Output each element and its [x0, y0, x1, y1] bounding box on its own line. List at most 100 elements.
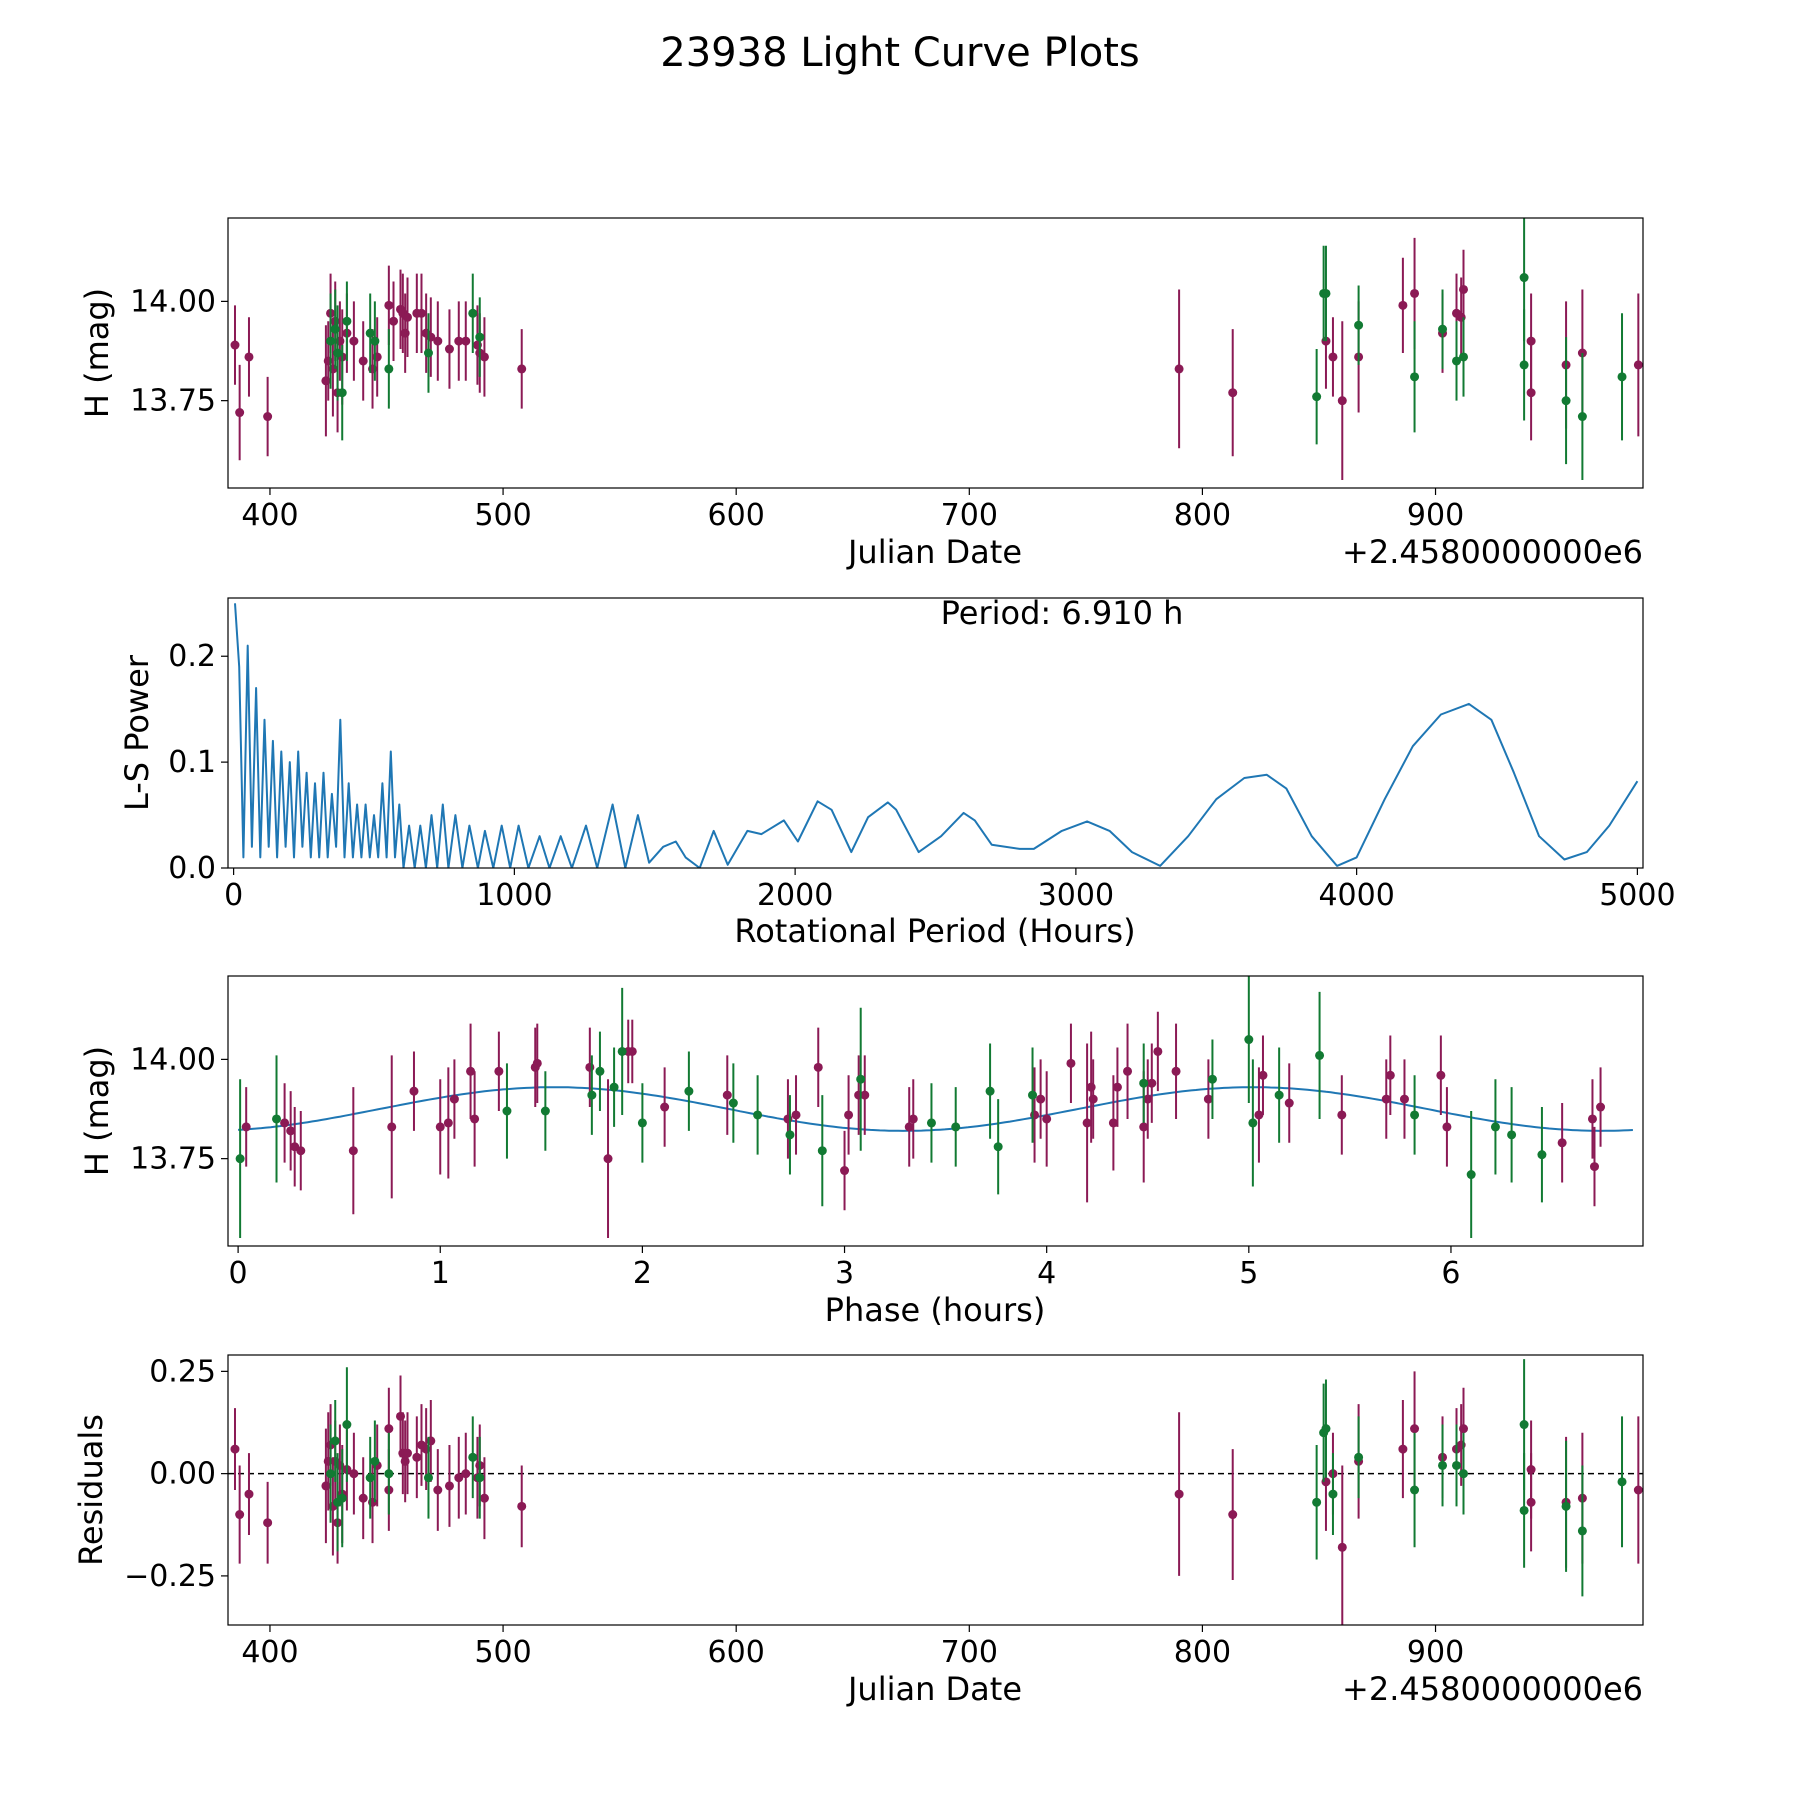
filter-2-point	[326, 336, 336, 346]
filter-1-point	[791, 1110, 801, 1120]
filter-2-point	[1561, 396, 1571, 406]
filter-1-point	[444, 1481, 454, 1491]
filter-2-point	[333, 348, 343, 358]
panel-periodogram-xlabel: Rotational Period (Hours)	[734, 912, 1135, 950]
filter-1-point	[1228, 388, 1238, 398]
filter-1-point	[722, 1090, 732, 1100]
filter-1-point	[389, 316, 399, 326]
x-tick-label: 1000	[476, 878, 552, 913]
y-tick-label: 14.00	[130, 1042, 216, 1077]
filter-1-point	[1036, 1094, 1046, 1104]
filter-2-point	[1244, 1035, 1254, 1045]
filter-1-point	[1587, 1114, 1597, 1124]
panel-residuals-xlabel: Julian Date	[846, 1670, 1022, 1708]
filter-1-point	[1410, 1424, 1420, 1434]
filter-1-point	[1284, 1098, 1294, 1108]
x-tick-label: 2000	[757, 878, 833, 913]
filter-1-point	[1526, 336, 1536, 346]
filter-2-point	[365, 328, 375, 338]
x-tick-label: 700	[941, 1635, 998, 1670]
panel-phase-fold-ylabel: H (mag)	[78, 1046, 116, 1176]
filter-1-point	[1442, 1122, 1452, 1132]
filter-2-point	[1410, 1485, 1420, 1495]
filter-2-point	[235, 1154, 245, 1164]
filter-1-point	[603, 1154, 613, 1164]
x-tick-label: 3	[835, 1256, 854, 1291]
filter-1-point	[1436, 1070, 1446, 1080]
filter-2-point	[342, 316, 352, 326]
filter-1-point	[443, 1118, 453, 1128]
filter-2-point	[1207, 1074, 1217, 1084]
filter-1-point	[660, 1102, 670, 1112]
filter-2-point	[1537, 1150, 1547, 1160]
filter-1-point	[1174, 364, 1184, 374]
filter-1-point	[461, 1469, 471, 1479]
filter-1-point	[349, 1469, 359, 1479]
filter-2-point	[384, 1469, 394, 1479]
filter-1-point	[627, 1046, 637, 1056]
x-tick-label: 0	[229, 1256, 248, 1291]
panel-residuals-frame	[227, 1354, 1644, 1626]
filter-2-point	[468, 1452, 478, 1462]
filter-1-point	[348, 1146, 358, 1156]
x-tick-label: 3000	[1038, 878, 1114, 913]
filter-2-point	[1577, 412, 1587, 422]
x-tick-label: 5	[1239, 1256, 1258, 1291]
filter-1-point	[1088, 1094, 1098, 1104]
filter-1-point	[1633, 1485, 1643, 1495]
filter-1-point	[286, 1126, 296, 1136]
filter-1-point	[532, 1058, 542, 1068]
filter-1-point	[1337, 396, 1347, 406]
filter-1-point	[416, 308, 426, 318]
figure-title: 23938 Light Curve Plots	[660, 30, 1139, 76]
panel-residuals-marks	[228, 1359, 1643, 1625]
filter-1-point	[1399, 1094, 1409, 1104]
filter-1-point	[1086, 1082, 1096, 1092]
filter-2-point	[1354, 320, 1364, 330]
x-tick-label: 800	[1174, 498, 1231, 533]
filter-1-point	[1398, 1444, 1408, 1454]
filter-1-point	[860, 1090, 870, 1100]
filter-1-point	[433, 336, 443, 346]
filter-1-point	[494, 1066, 504, 1076]
panel-periodogram-axes: 0 1000 2000 3000 4000 5000 0.0 0.1 0.2	[168, 639, 1675, 913]
panel-residuals: 400 500 600 700 800 900 −0.25 0.00 0.25 Julian D…	[72, 1354, 1644, 1708]
filter-1-point	[479, 1493, 489, 1503]
filter-1-point	[1228, 1510, 1238, 1520]
filter-1-point	[1526, 1497, 1536, 1507]
filter-1-point	[1557, 1138, 1567, 1148]
filter-2-point	[337, 1493, 347, 1503]
filter-1-point	[1108, 1118, 1118, 1128]
filter-1-point	[449, 1094, 459, 1104]
filter-1-point	[444, 344, 454, 354]
x-tick-label: 800	[1174, 1635, 1231, 1670]
filter-2-point	[272, 1114, 282, 1124]
panel-periodogram: 0 1000 2000 3000 4000 5000 0.0 0.1 0.2 Period: 6…	[118, 594, 1676, 950]
filter-2-point	[785, 1130, 795, 1140]
filter-2-point	[1507, 1130, 1517, 1140]
panel-phase-fold-frame	[227, 975, 1644, 1247]
filter-1-point	[479, 352, 489, 362]
filter-1-point	[1123, 1066, 1133, 1076]
filter-2-point	[1519, 1420, 1529, 1430]
filter-2-point	[1519, 1505, 1529, 1515]
filter-1-point	[1203, 1094, 1213, 1104]
x-tick-label: 700	[941, 498, 998, 533]
filter-2-point	[1452, 356, 1462, 366]
filter-1-point	[1459, 284, 1469, 294]
filter-2-point	[540, 1106, 550, 1116]
filter-2-point	[1410, 1110, 1420, 1120]
panel-residuals-plot-area	[228, 1359, 1643, 1625]
y-tick-label: 0.2	[168, 639, 216, 674]
filter-2-point	[926, 1118, 936, 1128]
filter-2-point	[370, 336, 380, 346]
filter-2-point	[1459, 352, 1469, 362]
filter-1-point	[402, 312, 412, 322]
filter-2-point	[1315, 1050, 1325, 1060]
filter-1-point	[783, 1114, 793, 1124]
filter-1-point	[517, 1501, 527, 1511]
panel-light-curve-frame	[227, 217, 1644, 489]
filter-1-point	[466, 1066, 476, 1076]
filter-2-point	[951, 1122, 961, 1132]
filter-2-point	[1028, 1090, 1038, 1100]
